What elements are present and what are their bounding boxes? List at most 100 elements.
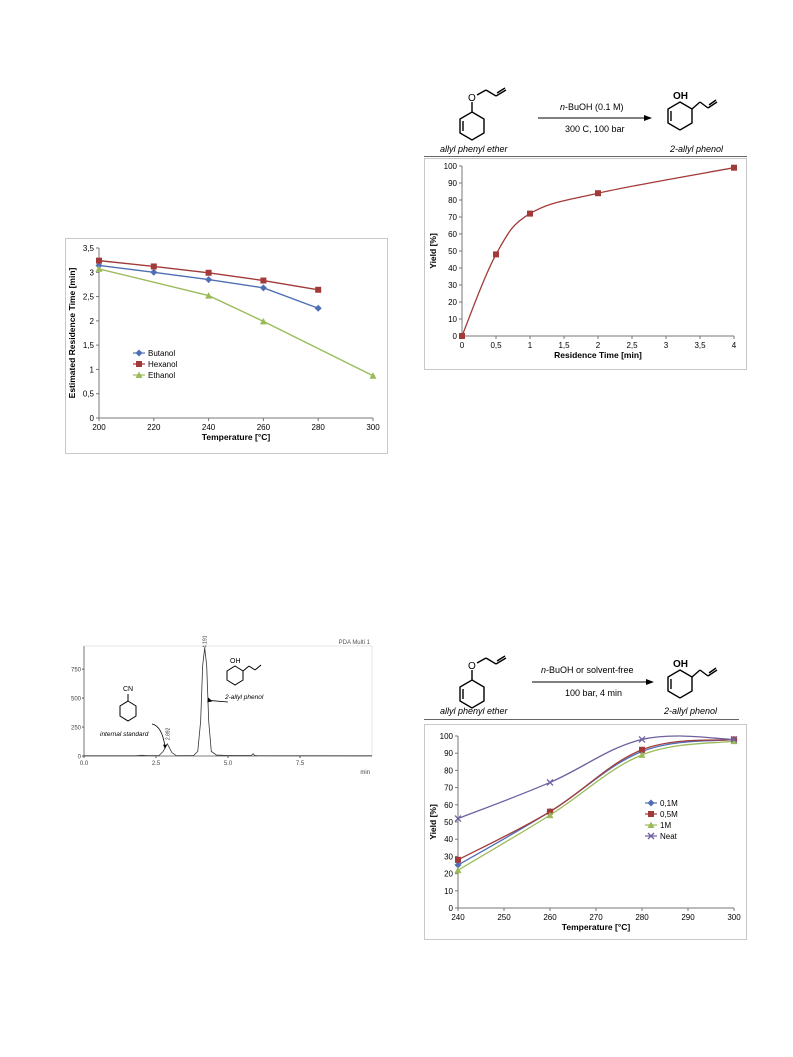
y-tick-label: 500 — [71, 697, 82, 703]
y-tick-label: 30 — [444, 852, 453, 861]
legend-label: 1M — [660, 821, 671, 830]
y-tick-label: 0 — [449, 904, 454, 913]
data-point — [454, 866, 462, 874]
conditions-label: 300 C, 100 bar — [565, 124, 625, 134]
x-tick-label: 260 — [257, 423, 271, 432]
legend-item: Hexanol — [133, 360, 178, 369]
cn-label: CN — [123, 686, 133, 693]
y-tick-label: 60 — [448, 230, 457, 239]
legend-item: 0,1M — [645, 799, 678, 808]
x-axis-label: min — [360, 770, 370, 776]
data-point — [454, 861, 462, 869]
y-tick-label: 0 — [90, 414, 95, 423]
reactant-o-label: O — [468, 661, 476, 672]
reactant-name: allyl phenyl ether — [440, 706, 509, 716]
marker-stroke — [730, 735, 738, 743]
series-line — [457, 735, 735, 820]
y-tick-label: 40 — [444, 835, 453, 844]
legend-label: Hexanol — [148, 360, 178, 369]
allyl-phenol-structure-icon — [226, 664, 262, 686]
data-point — [638, 751, 646, 758]
marker-stroke — [546, 778, 554, 786]
legend-item: Neat — [645, 832, 678, 841]
x-axis-label: Residence Time [min] — [554, 350, 642, 360]
annotation-internal-standard: internal standard — [100, 731, 149, 738]
reaction-scheme-bottom: O allyl phenyl ether n-BuOH or solvent-f… — [440, 655, 718, 716]
y-tick-label: 0 — [78, 755, 82, 761]
y-tick-label: 0,5 — [83, 390, 95, 399]
chromatogram-chart: 0 250 500 750 0.0 2.5 5.0 7.5 min PDA Multi 1 2.89… — [71, 636, 373, 776]
marker-stroke — [638, 735, 646, 743]
x-tick-label: 0.0 — [80, 761, 89, 767]
y-tick-label: 90 — [448, 179, 457, 188]
data-point — [96, 257, 102, 264]
series-1m — [454, 737, 738, 874]
legend-label: Butanol — [148, 349, 175, 358]
y-tick-label: 30 — [448, 281, 457, 290]
y-tick-label: 0 — [453, 332, 458, 341]
x-tick-label: 3 — [664, 341, 669, 350]
x-tick-label: 1 — [528, 341, 533, 350]
series-ethanol — [95, 265, 377, 379]
x-tick-label: 4 — [732, 341, 737, 350]
yield-time-chart: 0 10 20 30 40 50 60 70 80 90 100 0 0,5 1 1,5 2 2,5 3 3,5 4 R… — [428, 162, 737, 360]
y-axis-label: Yield [%] — [428, 233, 438, 269]
benzonitrile-structure-icon — [119, 694, 137, 722]
reactant-structure-icon — [459, 87, 507, 141]
reagent-label: n-BuOH or solvent-free — [541, 665, 634, 675]
annotation-allyl-phenol: 2-allyl phenol — [224, 694, 264, 701]
data-point — [455, 856, 461, 863]
data-point — [259, 317, 267, 325]
y-tick-label: 50 — [448, 247, 457, 256]
arrowhead-icon — [207, 697, 213, 703]
reaction-scheme-top: O allyl phenyl ether n-BuOH (0.1 M) 300 … — [440, 87, 724, 154]
y-tick-label: 750 — [71, 668, 82, 674]
product-oh-label: OH — [673, 659, 688, 670]
y-tick-label: 10 — [448, 315, 457, 324]
x-axis-label: Temperature [°C] — [562, 922, 631, 932]
series-hexanol — [96, 257, 322, 293]
chart-title: PDA Multi 1 — [339, 640, 371, 646]
x-tick-label: 240 — [451, 913, 465, 922]
y-tick-label: 2 — [90, 317, 95, 326]
data-point — [459, 333, 465, 339]
x-tick-label: 290 — [681, 913, 695, 922]
x-tick-label: 200 — [92, 423, 106, 432]
x-tick-label: 2 — [596, 341, 601, 350]
arrowhead-icon — [163, 744, 167, 749]
arrow-allyl-phenol — [209, 700, 229, 703]
scheme-divider-bottom — [424, 719, 739, 720]
data-point — [595, 190, 601, 197]
legend-item: Butanol — [133, 349, 175, 358]
product-oh-label: OH — [673, 91, 688, 102]
scheme-divider-top — [424, 156, 747, 157]
series-neat — [454, 735, 738, 823]
reagent-label: n-BuOH (0.1 M) — [560, 102, 624, 112]
data-point — [205, 292, 213, 299]
y-tick-label: 1 — [90, 365, 95, 374]
y-tick-label: 2,5 — [83, 293, 95, 302]
legend-marker — [648, 811, 654, 817]
x-tick-label: 300 — [366, 423, 380, 432]
x-tick-label: 2,5 — [626, 341, 638, 350]
data-point — [639, 746, 645, 753]
product-name: 2-allyl phenol — [669, 144, 724, 154]
y-tick-label: 3,5 — [83, 244, 95, 253]
x-tick-label: 250 — [497, 913, 511, 922]
y-tick-label: 3 — [90, 268, 95, 277]
marker-stroke — [454, 815, 462, 823]
reactant-structure-icon — [459, 655, 507, 709]
chrom-oh-label: OH — [230, 658, 241, 665]
x-tick-label: 0 — [460, 341, 465, 350]
legend-label: 0,5M — [660, 810, 678, 819]
data-point — [260, 277, 267, 284]
series-0-5m — [455, 736, 737, 863]
legend-marker — [135, 349, 143, 357]
y-tick-label: 40 — [448, 264, 457, 273]
data-point — [730, 735, 738, 743]
data-point — [205, 269, 212, 276]
x-tick-label: 2.5 — [152, 761, 161, 767]
peak-label: 2.892 — [165, 727, 171, 740]
x-axis-label: Temperature [°C] — [202, 432, 271, 442]
conditions-label: 100 bar, 4 min — [565, 688, 622, 698]
